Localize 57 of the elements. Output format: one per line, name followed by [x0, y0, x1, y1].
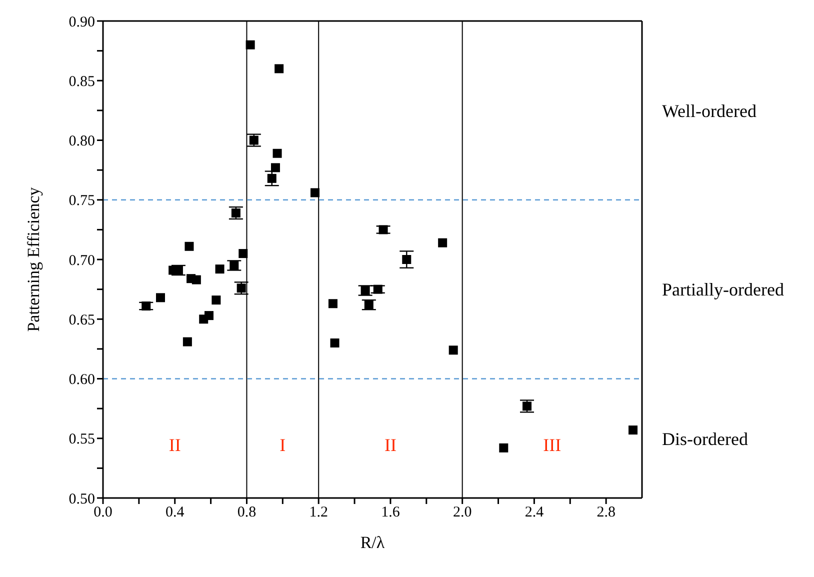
annotation: I — [280, 434, 286, 455]
point — [246, 40, 255, 50]
point — [499, 443, 508, 452]
y-tick-label: 0.70 — [68, 252, 95, 269]
x-tick-label: 0.8 — [237, 504, 256, 521]
point — [212, 296, 221, 305]
annotation: III — [543, 434, 562, 455]
y-tick-label: 0.55 — [68, 432, 95, 448]
x-tick-label: 2.0 — [452, 504, 472, 521]
point — [330, 338, 340, 348]
y-tick-label: 0.90 — [68, 14, 95, 30]
point — [142, 302, 151, 311]
point — [522, 402, 532, 411]
point — [236, 284, 246, 293]
x-tick-label: 2.4 — [524, 504, 544, 521]
point — [230, 260, 239, 270]
point — [438, 238, 448, 248]
text: Well-ordered — [662, 100, 756, 121]
annotation: II — [384, 434, 396, 455]
x-tick-label: 0.4 — [165, 504, 185, 521]
x-tick-label: 2.8 — [596, 504, 616, 521]
point — [238, 249, 248, 258]
point — [156, 293, 165, 302]
point — [192, 275, 201, 284]
text: Partially-ordered — [662, 280, 784, 300]
point — [184, 242, 194, 251]
y-tick-label: 0.50 — [68, 491, 95, 508]
point — [270, 163, 280, 172]
y-tick-label: 0.65 — [68, 312, 95, 328]
point — [402, 255, 412, 264]
point — [204, 311, 214, 320]
annotation: II — [168, 434, 181, 455]
point — [272, 148, 282, 158]
y-tick-label: 0.80 — [68, 134, 95, 150]
point — [364, 300, 374, 310]
text: Dis-ordered — [662, 428, 748, 449]
y-tick-label: 0.85 — [68, 74, 95, 90]
point — [267, 174, 276, 183]
point — [378, 225, 388, 234]
point — [328, 299, 338, 308]
x-tick-label: 0.0 — [94, 504, 112, 521]
point — [360, 286, 370, 296]
point — [182, 337, 192, 346]
y-axis-title: Patterning Efficiency — [24, 186, 44, 332]
y-tick-label: 0.60 — [68, 372, 95, 388]
point — [448, 346, 458, 355]
point — [249, 136, 258, 145]
x-tick-label: 1.6 — [381, 504, 400, 521]
point — [215, 264, 224, 274]
point — [373, 284, 382, 294]
y-tick-label: 0.75 — [68, 193, 95, 210]
x-axis-title: R/λ — [360, 533, 386, 552]
point — [310, 188, 320, 198]
point — [274, 64, 284, 74]
point — [628, 426, 638, 435]
x-tick-label: 1.2 — [309, 504, 328, 521]
point — [231, 208, 240, 218]
